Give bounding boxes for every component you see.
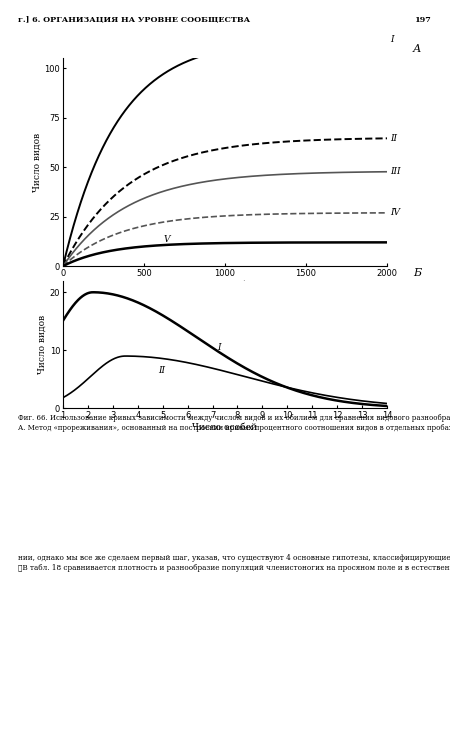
Text: А: А <box>413 44 421 54</box>
Text: I: I <box>217 343 221 352</box>
Text: Фиг. 66. Использование кривых зависимости между числом видов и их обилием для ср: Фиг. 66. Использование кривых зависимост… <box>18 414 450 432</box>
X-axis label: Число особей: Число особей <box>193 281 257 289</box>
Y-axis label: Число видов: Число видов <box>38 315 47 374</box>
Text: IV: IV <box>390 208 400 217</box>
Text: II: II <box>158 366 165 375</box>
Text: г.] 6. ОРГАНИЗАЦИЯ НА УРОВНЕ СООБЩЕСТВА: г.] 6. ОРГАНИЗАЦИЯ НА УРОВНЕ СООБЩЕСТВА <box>18 16 250 24</box>
Text: II: II <box>390 134 397 143</box>
X-axis label: Число особей: Число особей <box>193 423 257 432</box>
Text: нии, однако мы все же сделаем первый шаг, указав, что существуют 4 основные гипо: нии, однако мы все же сделаем первый шаг… <box>18 554 450 572</box>
Text: Б: Б <box>413 268 421 278</box>
Text: V: V <box>163 235 170 244</box>
Text: I: I <box>390 34 394 44</box>
Text: III: III <box>390 167 401 176</box>
Y-axis label: Число видов: Число видов <box>33 133 42 192</box>
Text: 197: 197 <box>415 16 432 24</box>
